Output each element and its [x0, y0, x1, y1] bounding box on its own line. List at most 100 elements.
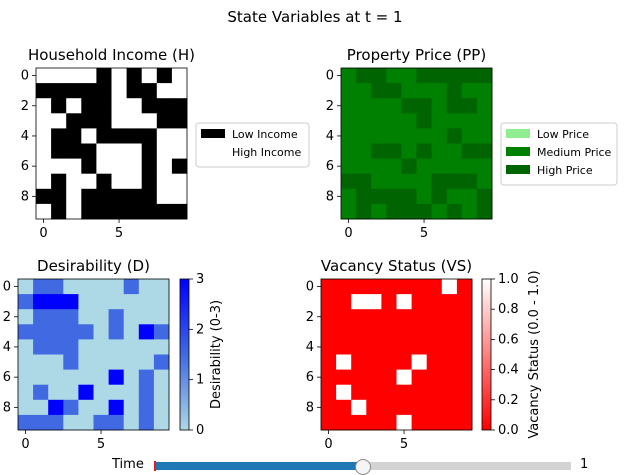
heatmap-cell	[153, 324, 170, 340]
heatmap-cell	[366, 324, 382, 340]
heatmap-cell	[441, 279, 458, 295]
heatmap-cell	[366, 354, 382, 370]
heatmap-cell	[396, 354, 412, 370]
heatmap-cell	[396, 279, 412, 295]
heatmap-cell	[341, 203, 357, 220]
heatmap-cell	[111, 113, 127, 129]
heatmap-cell	[81, 113, 97, 129]
colorbar-tick-label: 1.0	[498, 272, 519, 287]
heatmap-cell	[63, 414, 79, 431]
heatmap-cell	[156, 203, 173, 220]
heatmap-cell	[66, 113, 82, 129]
heatmap-cell	[126, 158, 143, 175]
heatmap-cell	[108, 354, 125, 370]
heatmap-cell	[341, 188, 357, 205]
heatmap-cell	[321, 294, 337, 310]
heatmap-cell	[63, 369, 79, 386]
heatmap-cell	[461, 68, 478, 84]
heatmap-cell	[33, 339, 49, 355]
heatmap-cell	[156, 173, 173, 190]
colorbar-tick-label: 0.2	[498, 393, 519, 408]
heatmap-cell	[126, 143, 143, 159]
x-tick-label: 5	[420, 226, 428, 241]
heatmap-cell	[351, 399, 367, 416]
heatmap-cell	[156, 128, 173, 144]
heatmap-cell	[351, 369, 367, 386]
heatmap-cell	[96, 98, 112, 114]
heatmap-cell	[366, 414, 382, 431]
heatmap-cell	[78, 369, 94, 386]
subplot-title: Vacancy Status (VS)	[321, 257, 472, 275]
heatmap-cell	[341, 173, 357, 190]
heatmap-cell	[456, 309, 473, 325]
heatmap-cell	[336, 279, 352, 295]
heatmap-cell	[111, 83, 127, 99]
heatmap-cell	[401, 188, 417, 205]
heatmap-cell	[51, 203, 67, 220]
time-slider-min-marker	[154, 461, 156, 471]
heatmap-cell	[138, 294, 155, 310]
heatmap-cell	[351, 384, 367, 401]
colorbar	[179, 278, 190, 431]
heatmap-cell	[78, 414, 94, 431]
heatmap-cell	[141, 68, 158, 84]
heatmap-cell	[386, 68, 402, 84]
heatmap-cell	[476, 98, 493, 114]
heatmap-cell	[171, 98, 188, 114]
y-tick-label: 8	[326, 189, 334, 204]
heatmap-cell	[441, 384, 458, 401]
heatmap-cell	[411, 294, 428, 310]
heatmap-cell	[321, 369, 337, 386]
heatmap-cell	[123, 369, 140, 386]
heatmap-cell	[153, 384, 170, 401]
heatmap-cell	[411, 324, 428, 340]
heatmap-cell	[126, 113, 143, 129]
heatmap-cell	[51, 98, 67, 114]
heatmap-cell	[36, 83, 52, 99]
heatmap-cell	[138, 339, 155, 355]
heatmap-cell	[48, 324, 64, 340]
heatmap-cell	[63, 354, 79, 370]
y-tick-label: 6	[306, 370, 314, 385]
heatmap-cell	[366, 399, 382, 416]
heatmap-cell	[461, 188, 478, 205]
heatmap-cell	[371, 83, 387, 99]
heatmap-cell	[401, 158, 417, 175]
heatmap-cell	[156, 98, 173, 114]
heatmap-cell	[461, 158, 478, 175]
time-slider[interactable]	[154, 459, 571, 475]
heatmap-cell	[96, 173, 112, 190]
heatmap-cell	[48, 339, 64, 355]
heatmap-cell	[411, 414, 428, 431]
time-slider-value: 1	[580, 457, 589, 472]
heatmap-cell	[111, 128, 127, 144]
subplot-title: Property Price (PP)	[347, 46, 486, 64]
heatmap-cell	[138, 369, 155, 386]
time-slider-handle[interactable]	[355, 459, 371, 475]
heatmap-cell	[431, 113, 448, 129]
heatmap-cell	[426, 309, 443, 325]
heatmap-cell	[356, 68, 372, 84]
heatmap-cell	[441, 369, 458, 386]
heatmap-cell	[416, 113, 432, 129]
colorbar-tick-label: 3	[196, 272, 204, 287]
heatmap-cell	[386, 128, 402, 144]
heatmap-cell	[446, 98, 463, 114]
colorbar-tick-label: 0.6	[498, 332, 519, 347]
heatmap-cell	[33, 279, 49, 295]
heatmap-cell	[371, 98, 387, 114]
heatmap-cell	[171, 68, 188, 84]
heatmap-cell	[386, 113, 402, 129]
heatmap-cell	[441, 354, 458, 370]
heatmap-cell	[411, 369, 428, 386]
heatmap-cell	[171, 128, 188, 144]
heatmap-cell	[153, 294, 170, 310]
heatmap-2	[14, 278, 193, 434]
heatmap-cell	[401, 143, 417, 159]
heatmap-cell	[456, 354, 473, 370]
heatmap-cell	[33, 294, 49, 310]
heatmap-cell	[66, 83, 82, 99]
heatmap-cell	[386, 188, 402, 205]
heatmap-cell	[371, 173, 387, 190]
heatmap-cell	[18, 309, 34, 325]
